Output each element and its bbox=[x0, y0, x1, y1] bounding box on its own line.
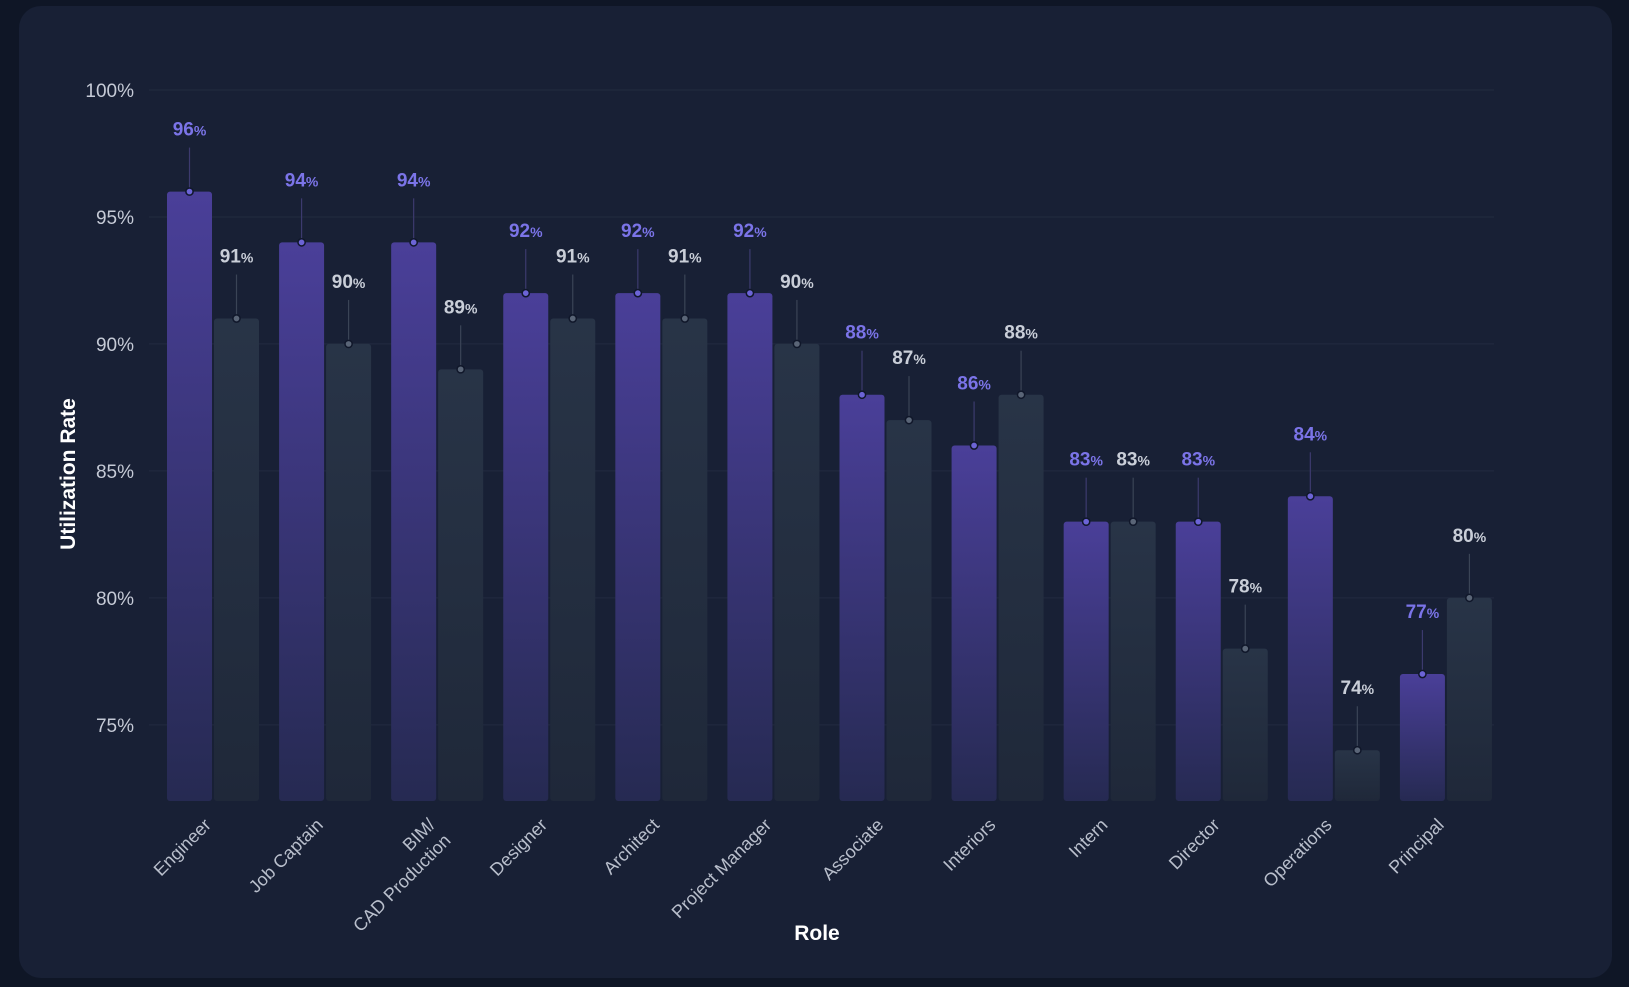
value-dot bbox=[1081, 517, 1091, 527]
data-label: 89% bbox=[444, 297, 478, 318]
value-dot bbox=[745, 288, 755, 298]
x-tick-label: Engineer bbox=[150, 815, 215, 880]
data-label: 96% bbox=[173, 120, 207, 141]
data-label: 91% bbox=[220, 247, 254, 268]
data-label: 87% bbox=[892, 348, 926, 369]
y-tick-label: 100% bbox=[85, 81, 134, 102]
y-tick-label: 80% bbox=[96, 589, 134, 610]
data-label: 88% bbox=[1004, 323, 1038, 344]
value-dot bbox=[297, 238, 306, 247]
bar-b bbox=[438, 369, 484, 801]
x-tick-label: Associate bbox=[818, 815, 887, 884]
x-tick-label: BIM/CAD Production bbox=[334, 815, 455, 936]
data-label: 83% bbox=[1181, 450, 1215, 471]
bar-b bbox=[886, 420, 932, 801]
chart-card: 75% 80% 85% 90% 95% 100% 96% 91% 94% 90% 94% 89% 92… bbox=[19, 6, 1612, 978]
bar-b bbox=[998, 394, 1044, 801]
bar-b bbox=[550, 318, 596, 801]
data-label: 91% bbox=[668, 247, 702, 268]
data-label: 94% bbox=[285, 170, 319, 191]
bar-b bbox=[1334, 750, 1380, 801]
bar-a bbox=[727, 293, 773, 801]
bar-a bbox=[839, 394, 885, 801]
value-dot bbox=[232, 314, 241, 323]
bar-a bbox=[167, 191, 212, 802]
gridlines bbox=[149, 89, 1494, 726]
bar-a bbox=[1399, 674, 1445, 801]
y-tick-label: 90% bbox=[96, 335, 134, 356]
bar-a bbox=[1063, 521, 1109, 801]
data-label: 83% bbox=[1069, 450, 1103, 471]
bar-b bbox=[1222, 648, 1268, 801]
bar-b bbox=[774, 343, 820, 801]
value-dot bbox=[1016, 390, 1026, 400]
value-dot bbox=[1418, 669, 1427, 679]
value-dot bbox=[521, 288, 531, 298]
data-label: 90% bbox=[332, 272, 366, 293]
x-tick-label: Operations bbox=[1259, 815, 1335, 891]
bar-b bbox=[326, 343, 372, 801]
value-dot bbox=[969, 441, 979, 450]
value-dot bbox=[1240, 644, 1250, 653]
x-tick-label: Intern bbox=[1065, 815, 1112, 862]
bar-b bbox=[1110, 521, 1156, 801]
value-dot bbox=[792, 339, 802, 349]
value-dot bbox=[1193, 517, 1203, 527]
data-label: 90% bbox=[780, 272, 814, 293]
value-dot bbox=[680, 314, 690, 323]
bars: 96% 91% 94% 90% 94% 89% 92% 91% 92% 91% 92% 90% 88% 8… bbox=[167, 120, 1492, 802]
data-label: 84% bbox=[1294, 424, 1328, 445]
data-label: 92% bbox=[509, 221, 543, 242]
data-label: 91% bbox=[556, 247, 590, 268]
y-tick-label: 75% bbox=[96, 716, 134, 737]
data-label: 92% bbox=[733, 221, 767, 242]
bar-a bbox=[391, 242, 437, 801]
y-axis: 75% 80% 85% 90% 95% 100% bbox=[85, 81, 134, 737]
value-dot bbox=[1352, 745, 1362, 755]
data-label: 88% bbox=[845, 323, 879, 344]
x-axis-title: Role bbox=[794, 922, 840, 945]
bar-b bbox=[214, 318, 259, 801]
y-axis-title: Utilization Rate bbox=[57, 398, 80, 550]
value-dot bbox=[185, 187, 194, 196]
bar-a bbox=[1175, 521, 1221, 801]
x-tick-label: Project Manager bbox=[668, 815, 776, 923]
x-tick-label: Job Captain bbox=[245, 815, 327, 897]
y-tick-label: 95% bbox=[96, 208, 134, 229]
value-dot bbox=[1128, 517, 1138, 527]
data-label: 86% bbox=[957, 374, 991, 395]
value-dot bbox=[456, 364, 466, 374]
x-tick-label: Architect bbox=[600, 815, 664, 879]
data-label: 78% bbox=[1228, 577, 1262, 598]
data-label: 74% bbox=[1341, 678, 1375, 699]
bar-a bbox=[615, 293, 661, 801]
bar-b bbox=[662, 318, 708, 801]
bar-a bbox=[1287, 496, 1333, 801]
bar-b bbox=[1446, 597, 1492, 801]
bar-a bbox=[951, 445, 997, 801]
data-label: 94% bbox=[397, 170, 431, 191]
x-tick-label: Director bbox=[1165, 815, 1224, 874]
bar-a bbox=[503, 293, 549, 801]
value-dot bbox=[904, 415, 914, 425]
value-dot bbox=[409, 238, 419, 247]
data-label: 77% bbox=[1406, 602, 1440, 623]
x-tick-label: Principal bbox=[1385, 815, 1448, 878]
data-label: 80% bbox=[1453, 526, 1487, 547]
value-dot bbox=[344, 339, 353, 349]
bar-chart: 75% 80% 85% 90% 95% 100% 96% 91% 94% 90% 94% 89% 92… bbox=[57, 81, 1494, 945]
value-dot bbox=[568, 314, 578, 323]
x-axis: Engineer Job Captain BIM/CAD Production Des… bbox=[150, 815, 1448, 936]
value-dot bbox=[1465, 593, 1474, 603]
value-dot bbox=[857, 390, 867, 400]
x-tick-label: Designer bbox=[486, 815, 551, 880]
value-dot bbox=[633, 288, 643, 298]
bar-a bbox=[279, 242, 325, 801]
y-tick-label: 85% bbox=[96, 462, 134, 483]
value-dot bbox=[1305, 491, 1315, 501]
x-tick-label: Interiors bbox=[939, 815, 999, 875]
data-label: 83% bbox=[1116, 450, 1150, 471]
data-label: 92% bbox=[621, 221, 655, 242]
